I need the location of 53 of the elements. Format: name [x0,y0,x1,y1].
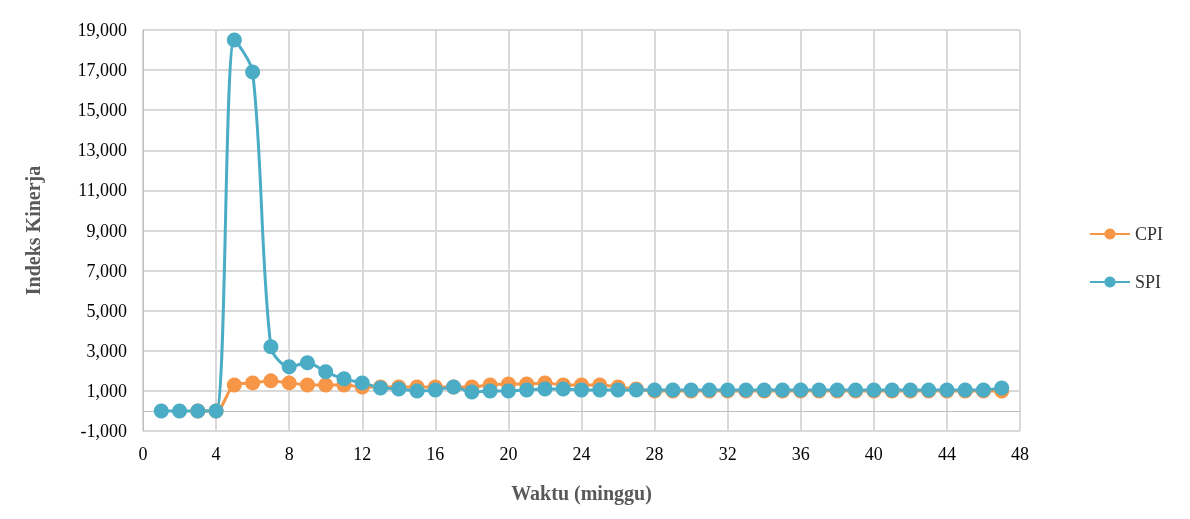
point [555,381,571,397]
y-tick-label: 11,000 [78,180,127,201]
legend-label: CPI [1134,224,1164,244]
y-tick-label: 5,000 [86,300,127,321]
x-tick-label: 36 [791,444,810,464]
y-axis-title: Indeks Kinerja [22,165,45,296]
point [281,375,297,391]
x-tick-label: 40 [864,444,883,464]
point [263,373,279,389]
point [574,382,589,398]
y-tick-label: 17,000 [77,60,127,81]
point [519,382,535,398]
x-tick-label: 44 [937,444,956,464]
x-tick-label: 0 [138,444,148,464]
y-tick-label: 1,000 [86,380,127,401]
y-tick-label: 7,000 [86,260,127,281]
x-tick-label: 8 [284,444,294,464]
point [245,64,261,80]
point [299,355,315,371]
x-tick-label: 28 [645,444,664,464]
point [592,382,608,398]
x-tick-label: 20 [499,444,518,464]
point [172,403,188,419]
legend-label: SPI [1134,272,1162,292]
x-tick-label: 12 [353,444,372,464]
point [500,383,516,399]
x-tick-label: 32 [718,444,737,464]
y-tick-label: 3,000 [86,340,127,361]
point [336,371,352,387]
point [153,403,169,419]
point [537,381,553,397]
point [281,359,297,375]
x-axis-title: Waktu (minggu) [511,482,652,505]
x-tick-label: 4 [211,444,221,464]
x-tick-label: 48 [1011,444,1029,464]
y-tick-label: 13,000 [77,140,127,161]
point [482,383,498,399]
x-tick-label: 16 [426,444,445,464]
point [299,377,315,393]
y-tick-label: 15,000 [77,100,127,121]
point [318,377,334,393]
point [354,375,370,391]
point [318,364,334,380]
y-tick-label: 9,000 [86,220,127,241]
y-tick-label: -1,000 [80,421,127,441]
point [226,377,242,393]
point [226,32,242,48]
point [464,384,480,400]
point [263,339,279,355]
y-tick-label: 19,000 [77,20,127,40]
point [245,375,261,391]
point [409,383,425,399]
x-tick-label: 24 [572,444,591,464]
